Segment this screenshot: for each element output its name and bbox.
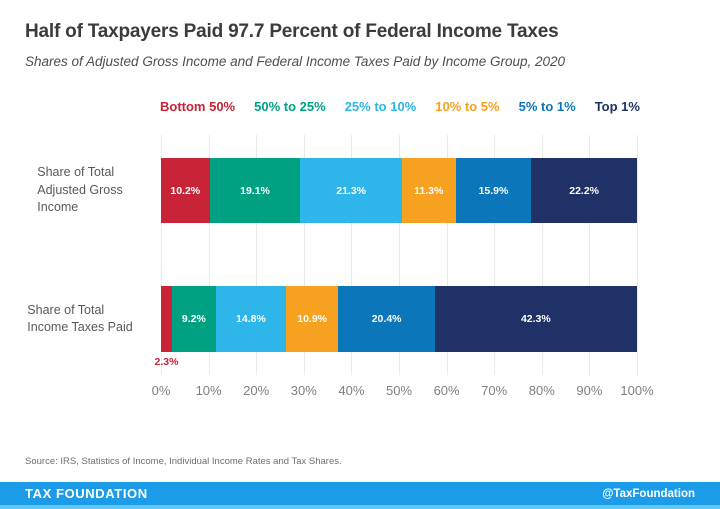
legend-item: 25% to 10% — [344, 99, 417, 114]
segment-value-label: 42.3% — [520, 313, 551, 325]
x-tick-label: 0% — [151, 383, 171, 398]
gridline — [589, 135, 591, 375]
gridline — [399, 135, 400, 375]
x-tick-label: 50% — [385, 383, 413, 398]
segment-value-label: 11.3% — [414, 184, 444, 197]
legend-item: 10% to 5% — [435, 99, 500, 114]
segment-value-label: 10.2% — [170, 184, 201, 197]
legend-item: 5% to 1% — [518, 99, 576, 114]
category-label: Share of Total Income Taxes Paid — [0, 286, 160, 352]
chart-legend: Bottom 50% 50% to 25% 25% to 10% 10% to 5% 5… — [160, 99, 640, 114]
gridline — [161, 135, 162, 375]
bar-segment: 10.2% — [161, 158, 210, 223]
segment-value-label: 9.2% — [181, 313, 206, 325]
bar-segment: 21.3% — [300, 158, 402, 223]
gridline — [494, 135, 496, 375]
page-title: Half of Taxpayers Paid 97.7 Percent of F… — [25, 21, 559, 42]
bar-segment: 22.2% — [531, 158, 637, 223]
x-tick-label: 20% — [243, 383, 270, 398]
brand-name: TAX FOUNDATION — [25, 486, 148, 501]
plot-area: 10.2% 19.1% 21.3% 11.3% 15.9% 22.2% 2.3% 9.2% 14… — [155, 135, 638, 375]
legend-item: 50% to 25% — [254, 99, 326, 114]
footer-accent-strip — [0, 505, 720, 509]
gridline — [303, 135, 305, 375]
x-tick-label: 70% — [481, 383, 508, 398]
bar-segment: 20.4% — [338, 286, 436, 352]
footer-bar: TAX FOUNDATION @TaxFoundation — [0, 482, 720, 505]
segment-value-label: 21.3% — [336, 184, 367, 197]
gridline — [351, 135, 353, 375]
segment-value-label: 20.4% — [371, 313, 402, 325]
x-axis: 0% 10% 20% 30% 40% 50% 60% 70% 80% 90% 100% — [152, 383, 654, 399]
gridline — [446, 135, 448, 375]
category-label-text: Share of Total Adjusted Gross Income — [37, 165, 123, 215]
bar-segment: 19.1% — [209, 158, 301, 223]
x-tick-label: 90% — [576, 383, 603, 398]
bar-segment: 9.2% — [171, 286, 216, 352]
segment-value-label: 2.3% — [154, 356, 179, 368]
x-tick-label: 60% — [433, 383, 460, 398]
segment-value-label: 15.9% — [478, 184, 509, 197]
segment-value-label: 14.8% — [236, 313, 266, 325]
x-tick-label: 30% — [290, 383, 317, 398]
bar-segment — [161, 286, 172, 352]
x-tick-label: 100% — [620, 383, 654, 398]
legend-item: Top 1% — [594, 99, 640, 114]
gridline — [637, 135, 638, 375]
gridline — [208, 135, 210, 375]
category-label: Share of Total Adjusted Gross Income — [0, 158, 160, 223]
segment-value-label: 10.9% — [297, 313, 328, 325]
page-subtitle: Shares of Adjusted Gross Income and Fede… — [25, 54, 566, 69]
x-tick-label: 10% — [195, 383, 222, 398]
category-label-text: Share of Total Income Taxes Paid — [27, 302, 133, 335]
segment-value-label: 22.2% — [569, 184, 600, 197]
category-labels: Share of Total Adjusted Gross Income Share … — [0, 135, 160, 375]
source-note: Source: IRS, Statistics of Income, Indiv… — [25, 456, 342, 467]
bar-row: 10.2% 19.1% 21.3% 11.3% 15.9% 22.2% — [161, 158, 637, 223]
bar-segment: 11.3% — [401, 158, 456, 223]
twitter-handle: @TaxFoundation — [602, 487, 695, 500]
segment-value-label: 19.1% — [240, 184, 270, 197]
x-tick-label: 40% — [338, 383, 365, 398]
bar-segment: 15.9% — [455, 158, 532, 223]
bar-segment: 10.9% — [286, 286, 339, 352]
bar-segment: 14.8% — [215, 286, 287, 352]
gridline — [256, 135, 258, 375]
x-tick-label: 80% — [528, 383, 555, 398]
legend-item: Bottom 50% — [160, 99, 236, 114]
bar-segment: 42.3% — [435, 286, 637, 352]
bar-row: 2.3% 9.2% 14.8% 10.9% 20.4% 42.3% — [155, 286, 637, 368]
gridline — [541, 135, 543, 375]
